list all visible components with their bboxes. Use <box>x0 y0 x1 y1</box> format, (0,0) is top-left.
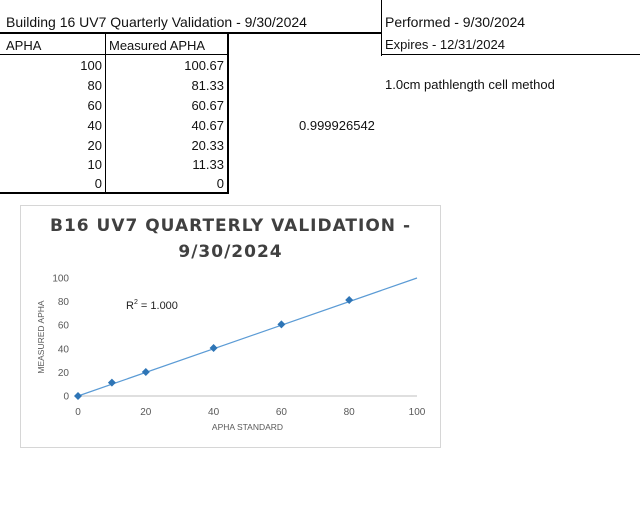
data-point <box>345 296 354 305</box>
x-tick-label: 0 <box>75 407 81 418</box>
table-cell: 20 <box>87 138 102 153</box>
header-underline <box>0 32 382 34</box>
table-cell: 60.67 <box>191 98 224 113</box>
data-point <box>74 392 82 400</box>
performed-date: Performed - 9/30/2024 <box>385 14 526 30</box>
y-tick-label: 80 <box>58 297 70 308</box>
table-cell: 11.33 <box>192 157 224 172</box>
y-tick-label: 20 <box>58 368 70 379</box>
table-cell: 40 <box>87 118 102 133</box>
table-right-border <box>227 33 229 193</box>
method-note: 1.0cm pathlength cell method <box>385 77 555 92</box>
table-cell: 10 <box>87 157 102 172</box>
chart-plot: 0 20 40 60 80 100 0 20 40 60 80 100 APHA STANDARD MEA… <box>36 274 426 433</box>
y-tick-label: 60 <box>58 321 70 332</box>
validation-chart: B16 UV7 QUARTERLY VALIDATION - 9/30/2024… <box>20 205 441 448</box>
header-divider <box>381 0 382 56</box>
y-axis-title: MEASURED APHA <box>36 300 46 374</box>
data-point <box>141 368 150 377</box>
data-point <box>209 344 218 353</box>
table-header-underline <box>0 54 229 55</box>
table-cell: 0 <box>94 176 102 191</box>
table-col-divider <box>105 33 106 193</box>
x-tick-label: 60 <box>276 407 288 418</box>
data-point <box>277 320 286 329</box>
expires-underline <box>382 54 640 55</box>
chart-title-line2: 9/30/2024 <box>178 242 283 262</box>
y-tick-label: 0 <box>63 392 69 403</box>
table-cell: 81.33 <box>191 78 224 93</box>
trendline <box>77 277 418 397</box>
table-cell: 100 <box>80 58 102 73</box>
correlation-value: 0.999926542 <box>299 118 375 133</box>
x-tick-label: 100 <box>409 407 426 418</box>
sheet-title: Building 16 UV7 Quarterly Validation - 9… <box>6 14 307 30</box>
x-tick-label: 80 <box>344 407 356 418</box>
column-header-apha: APHA <box>6 38 42 53</box>
expires-date: Expires - 12/31/2024 <box>385 37 505 52</box>
y-tick-label: 100 <box>52 274 69 285</box>
table-cell: 100.67 <box>184 58 224 73</box>
table-bottom-border <box>0 192 229 194</box>
table-cell: 20.33 <box>191 138 224 153</box>
table-cell: 60 <box>87 98 102 113</box>
r-squared-label: R2 = 1.000 <box>126 299 178 312</box>
column-header-measured-apha: Measured APHA <box>109 38 206 53</box>
x-tick-label: 40 <box>208 407 220 418</box>
x-tick-label: 20 <box>140 407 152 418</box>
data-point <box>107 378 116 387</box>
table-cell: 80 <box>87 78 102 93</box>
table-cell: 0 <box>216 176 224 191</box>
table-cell: 40.67 <box>191 118 224 133</box>
x-axis-title: APHA STANDARD <box>212 422 283 432</box>
chart-title-line1: B16 UV7 QUARTERLY VALIDATION - <box>49 216 411 236</box>
y-tick-label: 40 <box>58 344 70 355</box>
